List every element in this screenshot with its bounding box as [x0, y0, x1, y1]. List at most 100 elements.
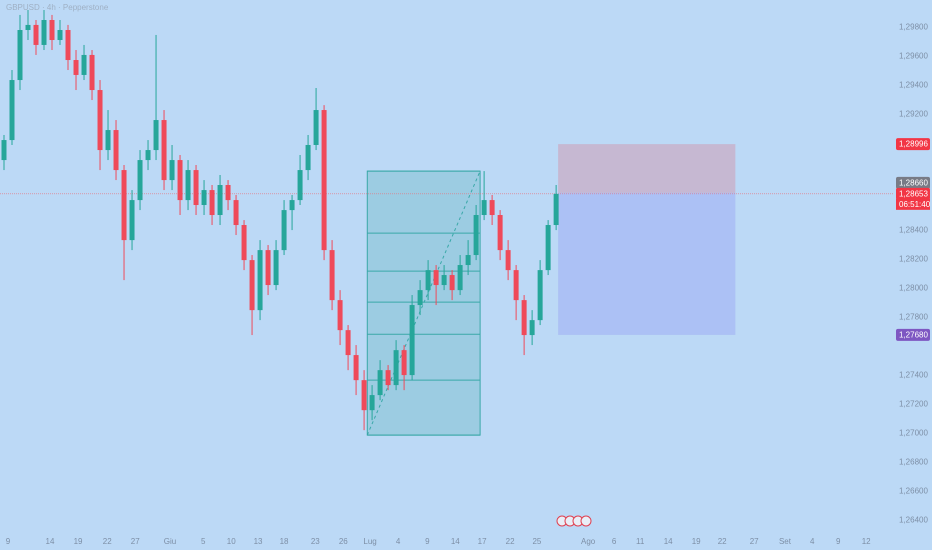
x-tick-label: 9 [425, 537, 430, 546]
candle-body [537, 270, 543, 321]
y-tick-label: 1,27200 [899, 400, 928, 409]
candle-body [185, 170, 191, 201]
candle-body [233, 200, 239, 226]
candle-body [337, 300, 343, 331]
loss-zone [558, 192, 736, 335]
flag[interactable] [580, 515, 592, 527]
candle-body [257, 250, 263, 311]
x-tick-label: 13 [254, 537, 263, 546]
y-tick-label: 1,29200 [899, 110, 928, 119]
countdown-text: 06:51:40 [899, 200, 931, 209]
candle-body [49, 20, 55, 41]
x-tick-label: 10 [227, 537, 236, 546]
y-tick-label: 1,28000 [899, 284, 928, 293]
candle-body [113, 130, 119, 171]
candle-body [9, 80, 15, 141]
x-tick-label: 22 [506, 537, 515, 546]
price-label-text: 1,28660 [899, 178, 928, 187]
x-tick-label: 22 [103, 537, 112, 546]
y-tick-label: 1,28200 [899, 255, 928, 264]
candle-body [273, 250, 279, 286]
candle-body [305, 144, 311, 171]
x-tick-label: 23 [311, 537, 320, 546]
y-tick-label: 1,27000 [899, 429, 928, 438]
candle-body [521, 300, 527, 336]
candle-body [217, 185, 223, 216]
candle-body [41, 20, 47, 45]
x-tick-label: 17 [478, 537, 487, 546]
x-tick-label: 22 [718, 537, 727, 546]
candle-body [489, 200, 495, 216]
price-label: 1,28996 [896, 138, 930, 151]
candle-body [33, 24, 39, 45]
x-tick-label: Set [779, 537, 792, 546]
candle-body [161, 120, 167, 181]
x-tick-label: 9 [836, 537, 841, 546]
candle-body [105, 130, 111, 151]
x-tick-label: 6 [612, 537, 617, 546]
candle-body [417, 290, 423, 306]
candle-body [513, 270, 519, 301]
candle-body [385, 370, 391, 386]
candle-body [433, 270, 439, 286]
candle-body [353, 355, 359, 381]
y-tick-label: 1,29800 [899, 23, 928, 32]
candle-body [129, 200, 135, 241]
candle-body [137, 160, 143, 201]
y-tick-label: 1,29600 [899, 52, 928, 61]
price-label: 1,28660 [896, 176, 930, 189]
candle-body [465, 255, 471, 266]
candle-body [281, 210, 287, 251]
candle-body [193, 170, 199, 206]
candle-body [401, 350, 407, 376]
candle-body [241, 225, 247, 261]
candle-body [1, 140, 7, 161]
candle-body [145, 150, 151, 161]
candle-body [313, 110, 319, 145]
event-flags[interactable] [556, 515, 592, 527]
price-label: 1,27680 [896, 328, 930, 341]
countdown-bg [896, 198, 930, 210]
price-label-text: 1,28996 [899, 140, 928, 149]
candle-body [329, 250, 335, 301]
x-tick-label: 19 [692, 537, 701, 546]
candle-body [177, 160, 183, 201]
candle-body [369, 395, 375, 411]
countdown: 06:51:40 [896, 198, 931, 210]
x-tick-label: 27 [750, 537, 759, 546]
x-tick-label: 27 [131, 537, 140, 546]
x-tick-label: 11 [636, 537, 645, 546]
candle-body [81, 54, 87, 75]
candle-body [25, 24, 31, 31]
y-tick-label: 1,26800 [899, 458, 928, 467]
candle-body [89, 54, 95, 91]
current-price-label-text: 1,28653 [899, 189, 928, 198]
price-label-bg [896, 328, 930, 341]
chart-title: GBPUSD · 4h · Pepperstone [6, 3, 109, 12]
candle-body [57, 30, 63, 41]
candle-body [377, 370, 383, 396]
y-tick-label: 1,29400 [899, 81, 928, 90]
candle-body [17, 30, 23, 81]
candle-body [121, 170, 127, 241]
candle-body [321, 110, 327, 251]
candle-body [73, 60, 79, 75]
x-tick-label: 5 [201, 537, 206, 546]
candle-body [457, 265, 463, 291]
candle-body [169, 160, 175, 181]
candle-body [225, 185, 231, 201]
candle-body [65, 30, 71, 61]
candle-body [545, 225, 551, 271]
candle-body [497, 215, 503, 251]
x-tick-label: 9 [6, 537, 11, 546]
x-tick-label: Giu [164, 537, 176, 546]
candle-body [153, 120, 159, 151]
candle-body [473, 215, 479, 256]
y-tick-label: 1,27800 [899, 313, 928, 322]
price-label-bg [896, 138, 930, 151]
candle-body [289, 200, 295, 211]
x-tick-label: 12 [862, 537, 871, 546]
x-tick-label: 25 [532, 537, 541, 546]
